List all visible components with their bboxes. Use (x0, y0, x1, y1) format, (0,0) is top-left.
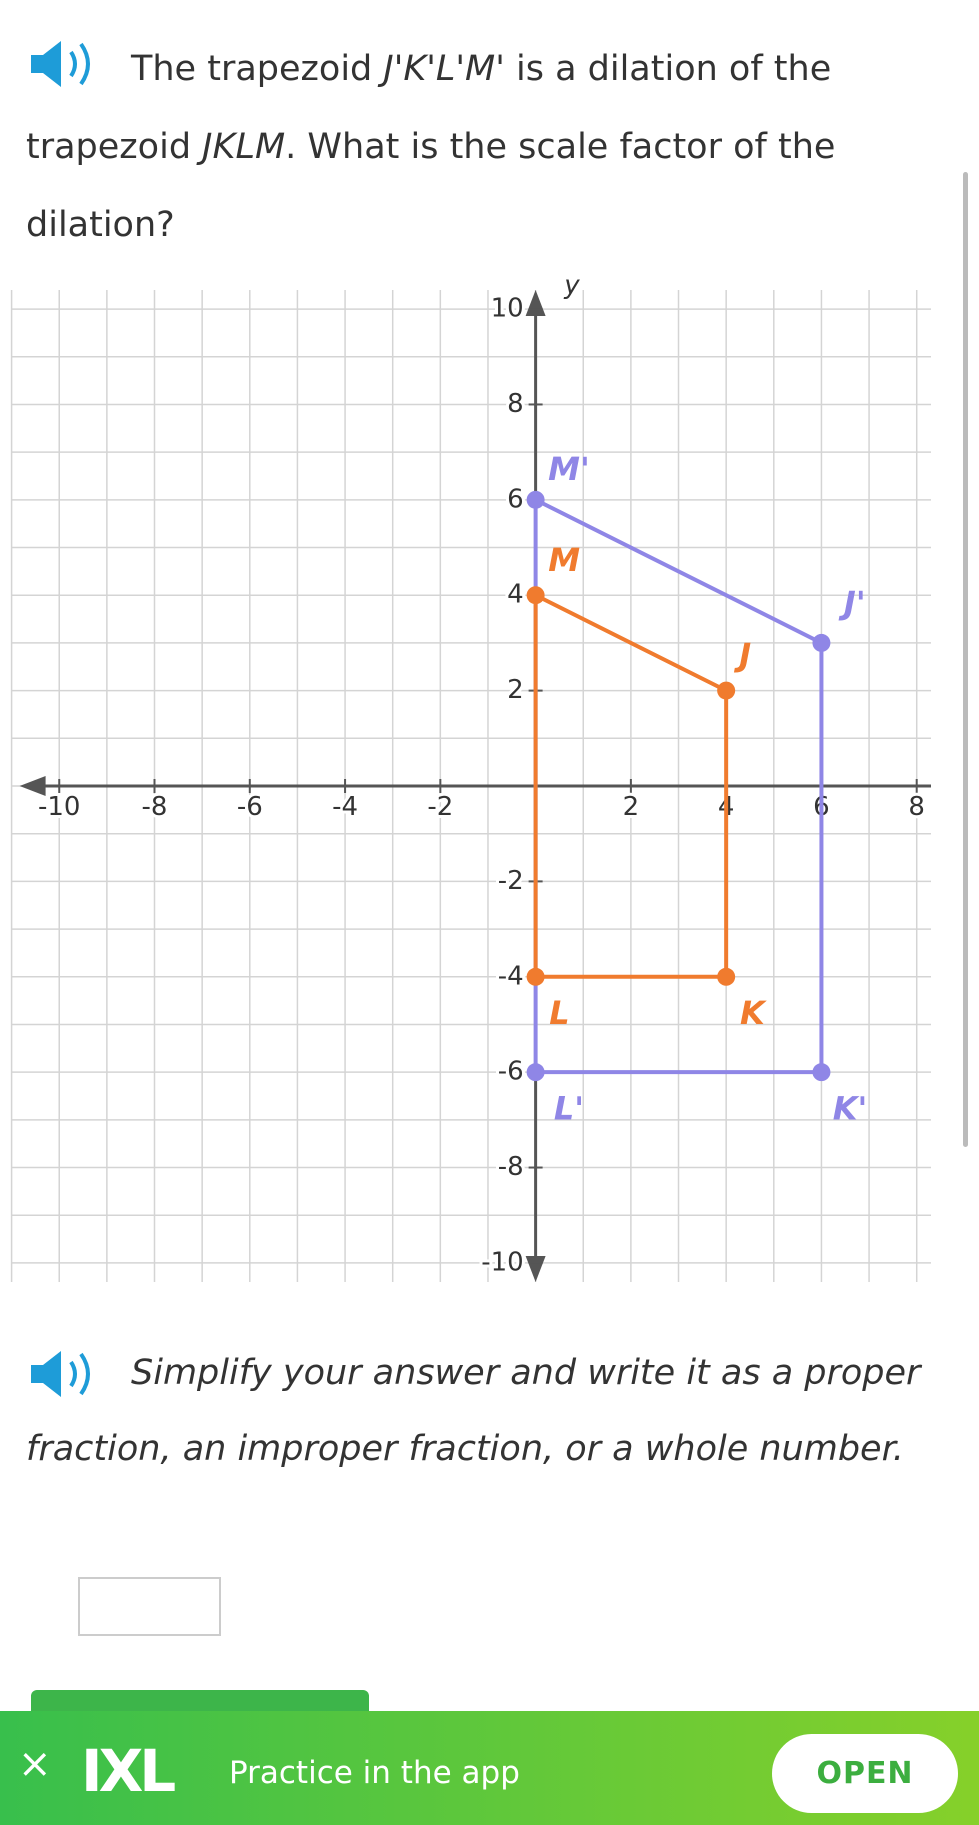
y-tick-label: -4 (498, 961, 524, 991)
app-banner: × IXL Practice in the app OPEN (0, 1711, 979, 1825)
open-button[interactable]: OPEN (772, 1734, 958, 1813)
speaker-icon[interactable] (29, 1348, 101, 1400)
y-tick-label: 4 (507, 580, 524, 610)
instruction: Simplify your answer and write it as a p… (26, 1353, 921, 1469)
y-tick-label: 6 (507, 484, 524, 514)
vertex-label: L (549, 994, 569, 1032)
x-tick-label: -4 (332, 792, 358, 822)
logo: IXL (81, 1737, 176, 1805)
question-text: . What is the scale factor of the dilati… (26, 127, 836, 245)
vertex-label: J (733, 636, 751, 674)
question-text: is a dilation of the trapezoid (26, 49, 832, 167)
vertex-label: M' (548, 450, 590, 488)
vertex (526, 490, 545, 509)
vertex (526, 586, 545, 605)
vertex-label: J' (838, 584, 866, 622)
close-button[interactable]: × (18, 1741, 52, 1787)
speaker-icon[interactable] (29, 38, 101, 90)
x-tick-label: -8 (142, 792, 168, 822)
y-axis-arrow (525, 1256, 546, 1282)
vertex-label: K (740, 994, 767, 1032)
x-tick-label: -10 (38, 792, 80, 822)
y-tick-label: -8 (498, 1152, 524, 1182)
y-tick-label: 10 (491, 294, 524, 324)
vertex-label: M (548, 541, 580, 579)
vertex (812, 1063, 831, 1082)
answer-input[interactable] (78, 1577, 221, 1636)
vertex (526, 1063, 545, 1082)
coordinate-plane: y-10 -8 -6 -4 -2 2 4 6 8108642-2-4-6-8-10J'K'L'M… (10, 271, 931, 1282)
y-axis-label: y (563, 271, 580, 301)
vertex (717, 967, 736, 986)
x-tick-label: 8 (908, 792, 925, 822)
vertex (812, 633, 831, 652)
question-text: The trapezoid (131, 49, 384, 89)
y-tick-label: -2 (498, 866, 524, 896)
question-text: JKLM (202, 127, 286, 167)
question: The trapezoid J'K'L'M' is a dilation of … (26, 30, 946, 264)
x-axis-arrow (19, 776, 46, 796)
y-tick-label: -6 (498, 1057, 524, 1087)
vertex (717, 681, 736, 700)
y-axis-arrow (525, 290, 546, 316)
question-text: J'K'L'M' (383, 49, 505, 89)
vertex (526, 967, 545, 986)
y-tick-label: 2 (507, 675, 524, 705)
x-tick-label: 2 (623, 792, 640, 822)
vertex-label: K' (833, 1089, 868, 1127)
x-tick-label: -6 (237, 792, 263, 822)
scrollbar (963, 172, 968, 1147)
y-tick-label: -10 (481, 1247, 523, 1277)
vertex-label: L' (554, 1089, 584, 1127)
y-tick-label: 8 (507, 389, 524, 419)
x-tick-label: -2 (427, 792, 453, 822)
banner-text: Practice in the app (229, 1755, 520, 1791)
